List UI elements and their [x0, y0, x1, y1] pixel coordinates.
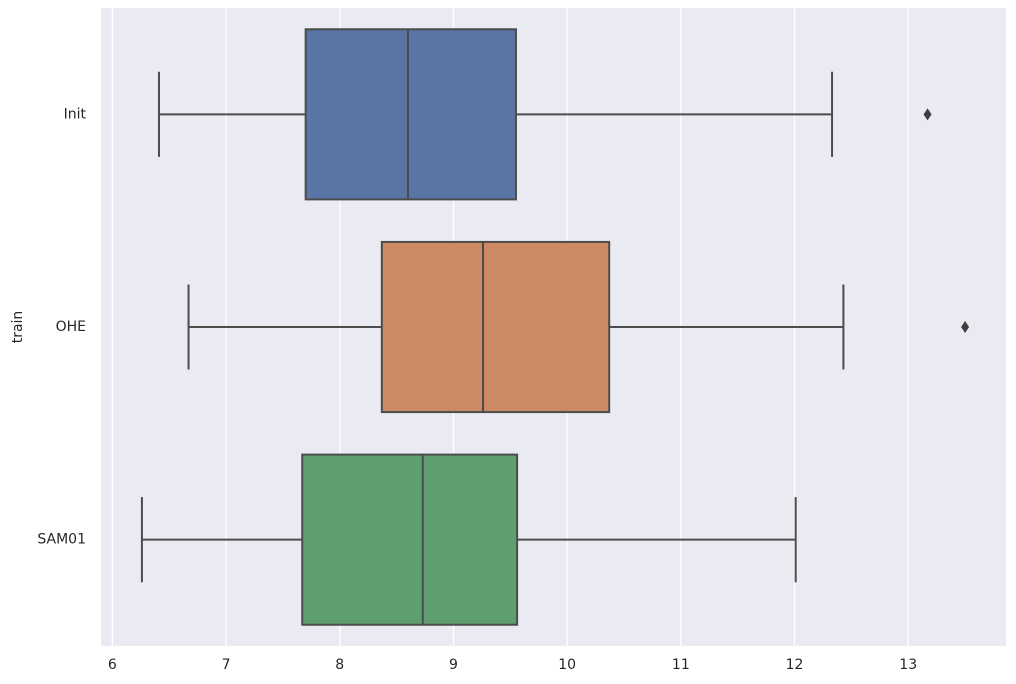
x-tick-label: 10 — [558, 657, 576, 673]
y-tick-label: SAM01 — [37, 532, 86, 548]
y-axis-label: train — [10, 311, 26, 344]
x-tick-label: 7 — [222, 657, 231, 673]
x-tick-label: 8 — [335, 657, 344, 673]
outlier — [923, 108, 932, 121]
outlier — [961, 321, 970, 333]
x-tick-label: 13 — [899, 657, 917, 673]
x-tick-label: 9 — [449, 657, 458, 673]
box — [380, 240, 611, 414]
y-tick-label: OHE — [56, 319, 86, 335]
y-tick-label: Init — [64, 106, 87, 122]
x-tick-label: 12 — [786, 657, 804, 673]
box — [304, 28, 517, 201]
x-tick-label: 6 — [108, 657, 117, 673]
x-tick-label: 11 — [672, 657, 690, 673]
box — [301, 453, 519, 626]
